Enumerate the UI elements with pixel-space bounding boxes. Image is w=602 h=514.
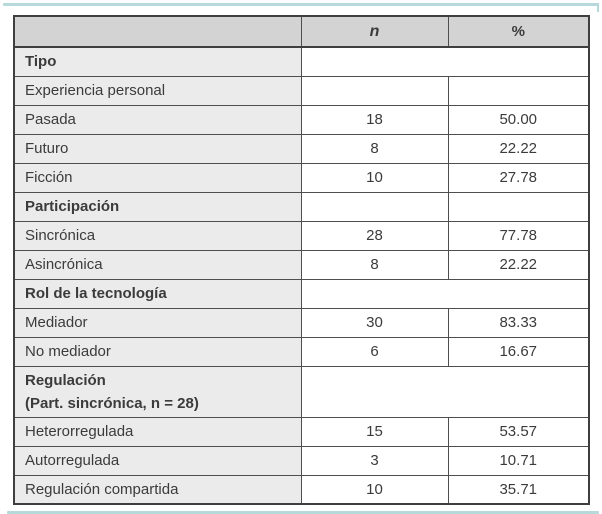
- n-value-cell: 10: [300, 162, 449, 193]
- row-label-line1: Regulación: [25, 371, 106, 389]
- n-value-cell: 10: [300, 474, 449, 505]
- percent-value-cell: 10.71: [447, 445, 590, 476]
- table-row: Mediador 30 83.33: [13, 307, 590, 338]
- table-body: Tipo Experiencia personal Pasada 18 50.00 Fut…: [13, 46, 590, 505]
- table-row: Regulación (Part. sincrónica, n = 28): [13, 365, 590, 418]
- table-row: Asincrónica 8 22.22: [13, 249, 590, 280]
- table-header-row: n %: [13, 15, 590, 48]
- top-rule: [3, 3, 599, 12]
- row-label-cell: Regulación (Part. sincrónica, n = 28): [13, 365, 302, 418]
- n-value-cell: 3: [300, 445, 449, 476]
- row-label-cell: Futuro: [13, 133, 302, 164]
- table-row: Pasada 18 50.00: [13, 104, 590, 135]
- n-value-cell: 30: [300, 307, 449, 338]
- table-row: Heterorregulada 15 53.57: [13, 416, 590, 447]
- n-value-cell: 8: [300, 249, 449, 280]
- percent-value-cell: [447, 191, 590, 222]
- percent-value-cell: 50.00: [447, 104, 590, 135]
- percent-value-cell: 16.67: [447, 336, 590, 367]
- row-label-cell: Asincrónica: [13, 249, 302, 280]
- row-label-cell: Regulación compartida: [13, 474, 302, 505]
- header-percent-cell: %: [447, 15, 590, 48]
- percent-value-cell: 83.33: [447, 307, 590, 338]
- n-value-cell: 8: [300, 133, 449, 164]
- table-row: Futuro 8 22.22: [13, 133, 590, 164]
- row-label-cell: Tipo: [13, 46, 302, 77]
- row-label-cell: Heterorregulada: [13, 416, 302, 447]
- top-rule-end-tick: [597, 3, 599, 12]
- n-value-cell: 6: [300, 336, 449, 367]
- merged-empty-cell: [300, 365, 590, 418]
- row-label-cell: Pasada: [13, 104, 302, 135]
- row-label-cell: Rol de la tecnología: [13, 278, 302, 309]
- header-n-cell: n: [300, 15, 449, 48]
- merged-empty-cell: [300, 46, 590, 77]
- n-value-cell: 18: [300, 104, 449, 135]
- table-row: Sincrónica 28 77.78: [13, 220, 590, 251]
- percent-value-cell: 77.78: [447, 220, 590, 251]
- percent-value-cell: [447, 75, 590, 106]
- percent-value-cell: 53.57: [447, 416, 590, 447]
- row-label-cell: Sincrónica: [13, 220, 302, 251]
- table-row: Regulación compartida 10 35.71: [13, 474, 590, 505]
- table-row: Rol de la tecnología: [13, 278, 590, 309]
- merged-empty-cell: [300, 278, 590, 309]
- percent-value-cell: 27.78: [447, 162, 590, 193]
- row-label-cell: Experiencia personal: [13, 75, 302, 106]
- bottom-rule: [7, 511, 599, 514]
- table-row: No mediador 6 16.67: [13, 336, 590, 367]
- percent-value-cell: 35.71: [447, 474, 590, 505]
- row-label-cell: Ficción: [13, 162, 302, 193]
- table-row: Ficción 10 27.78: [13, 162, 590, 193]
- row-label-cell: No mediador: [13, 336, 302, 367]
- table-row: Tipo: [13, 46, 590, 77]
- header-empty-cell: [13, 15, 302, 48]
- frequency-table: n % Tipo Experiencia personal Pasada 18 50.0…: [13, 15, 590, 505]
- row-label-cell: Participación: [13, 191, 302, 222]
- percent-value-cell: 22.22: [447, 133, 590, 164]
- table-row: Participación: [13, 191, 590, 222]
- row-label-cell: Autorregulada: [13, 445, 302, 476]
- n-value-cell: [300, 75, 449, 106]
- n-value-cell: 28: [300, 220, 449, 251]
- row-label-cell: Mediador: [13, 307, 302, 338]
- percent-value-cell: 22.22: [447, 249, 590, 280]
- n-value-cell: [300, 191, 449, 222]
- row-label-line2: (Part. sincrónica, n = 28): [25, 394, 199, 412]
- table-row: Experiencia personal: [13, 75, 590, 106]
- n-value-cell: 15: [300, 416, 449, 447]
- table-row: Autorregulada 3 10.71: [13, 445, 590, 476]
